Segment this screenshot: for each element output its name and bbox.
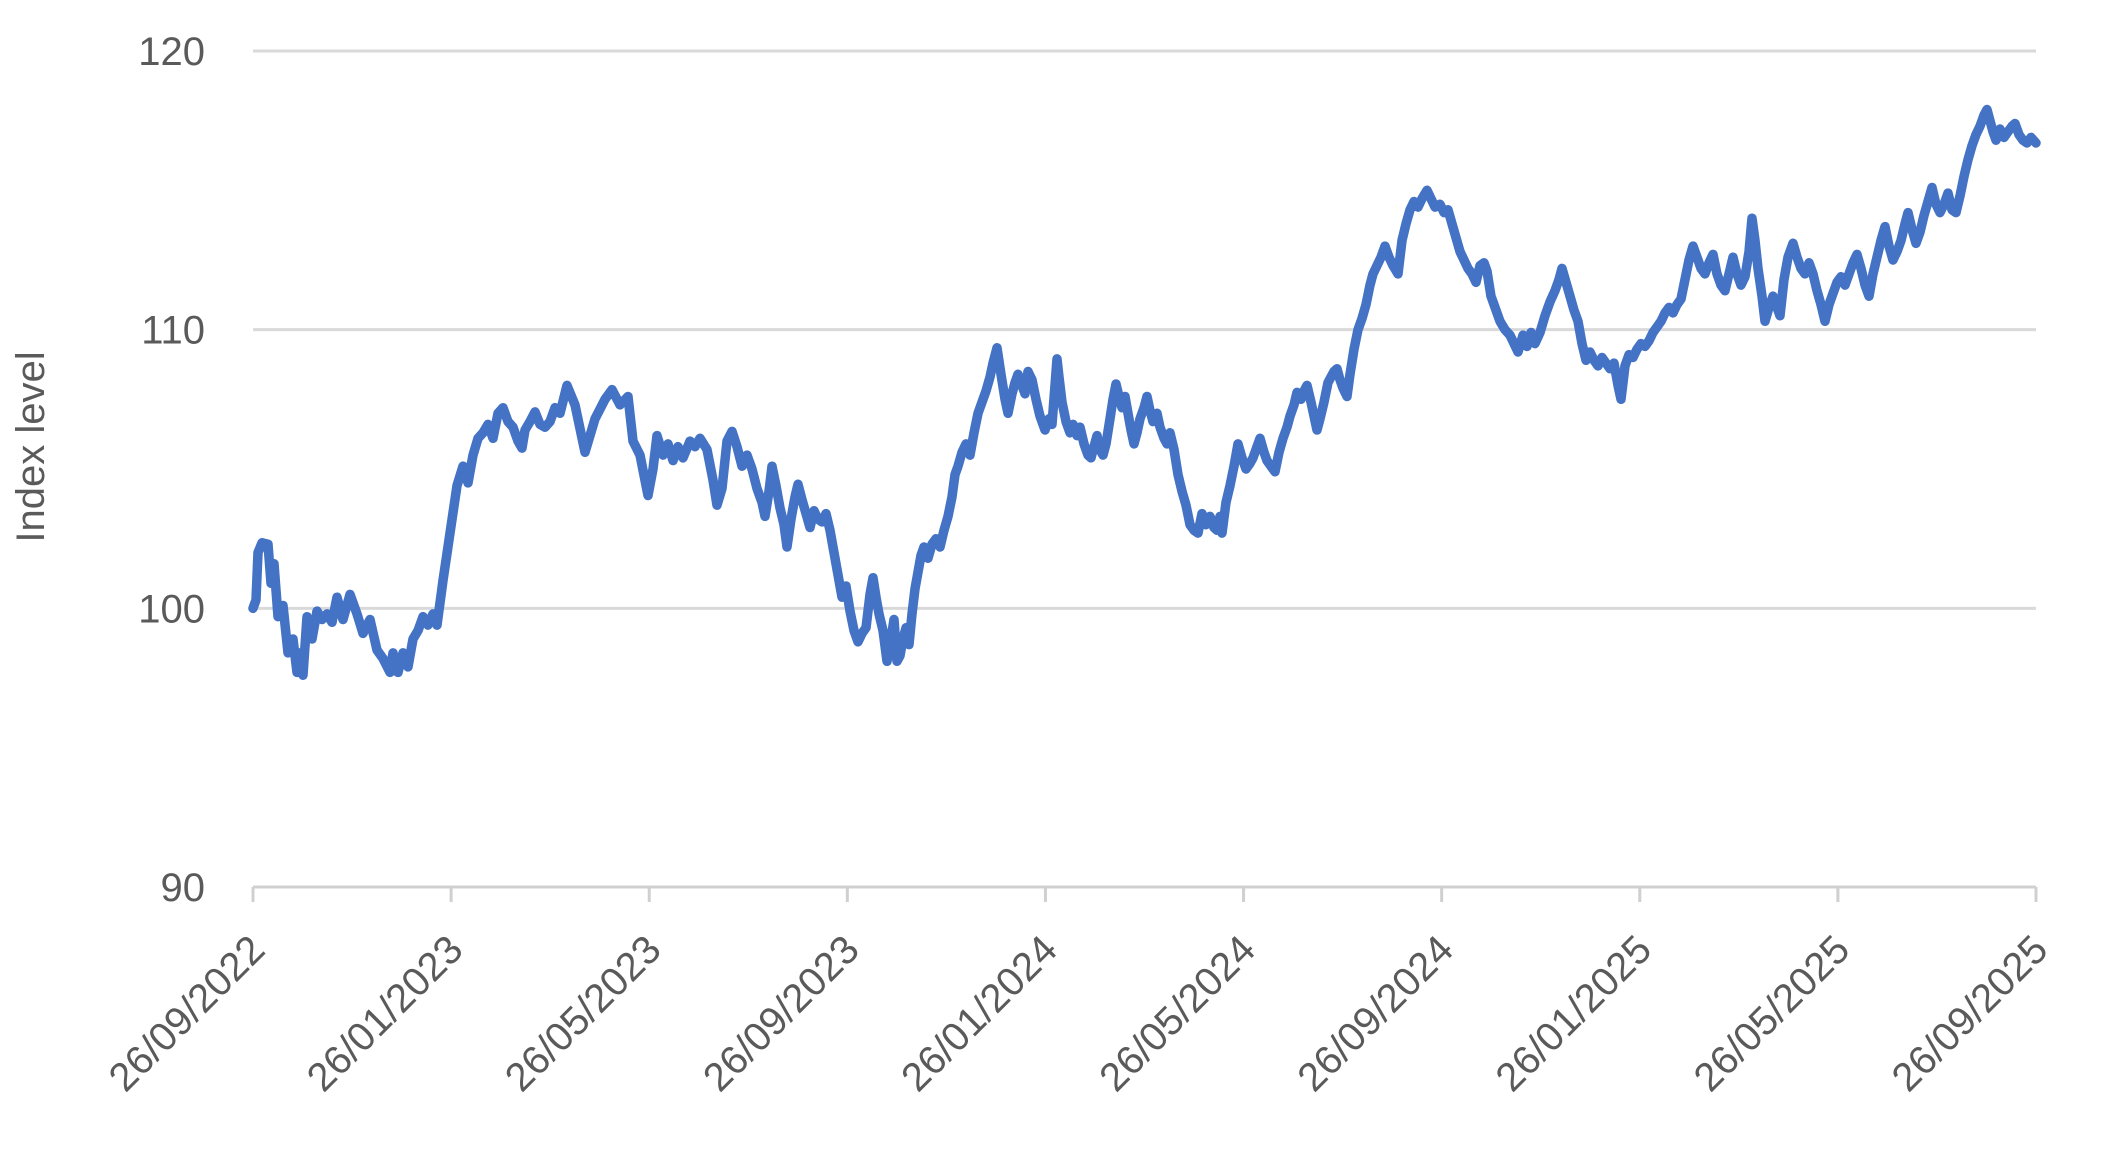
- x-tick-label: 26/05/2025: [1686, 927, 1859, 1100]
- x-tick-label: 26/09/2025: [1884, 927, 2057, 1100]
- y-tick-label: 120: [138, 30, 205, 74]
- x-tick-label: 26/09/2024: [1289, 927, 1462, 1100]
- y-axis-title: Index level: [9, 351, 53, 542]
- y-axis-tick-labels: 90 100 110 120: [138, 30, 205, 910]
- y-tick-label: 100: [138, 587, 205, 631]
- y-tick-label: 110: [141, 309, 205, 353]
- x-tick-label: 26/01/2025: [1487, 927, 1660, 1100]
- x-tick-label: 26/01/2024: [893, 927, 1066, 1100]
- x-axis-tick-labels: 26/09/2022 26/01/2023 26/05/2023 26/09/2023…: [101, 927, 2057, 1100]
- x-tick-label: 26/01/2023: [299, 927, 472, 1100]
- y-tick-label: 90: [161, 866, 206, 910]
- x-tick-label: 26/09/2023: [695, 927, 868, 1100]
- x-tick-label: 26/05/2023: [497, 927, 670, 1100]
- series-lines: [248, 104, 2041, 680]
- gridlines: [253, 49, 2036, 610]
- index-level-series-line: [248, 104, 2041, 680]
- x-tick-label: 26/09/2022: [101, 927, 274, 1100]
- x-axis: [251, 885, 2038, 902]
- x-tick-label: 26/05/2024: [1091, 927, 1264, 1100]
